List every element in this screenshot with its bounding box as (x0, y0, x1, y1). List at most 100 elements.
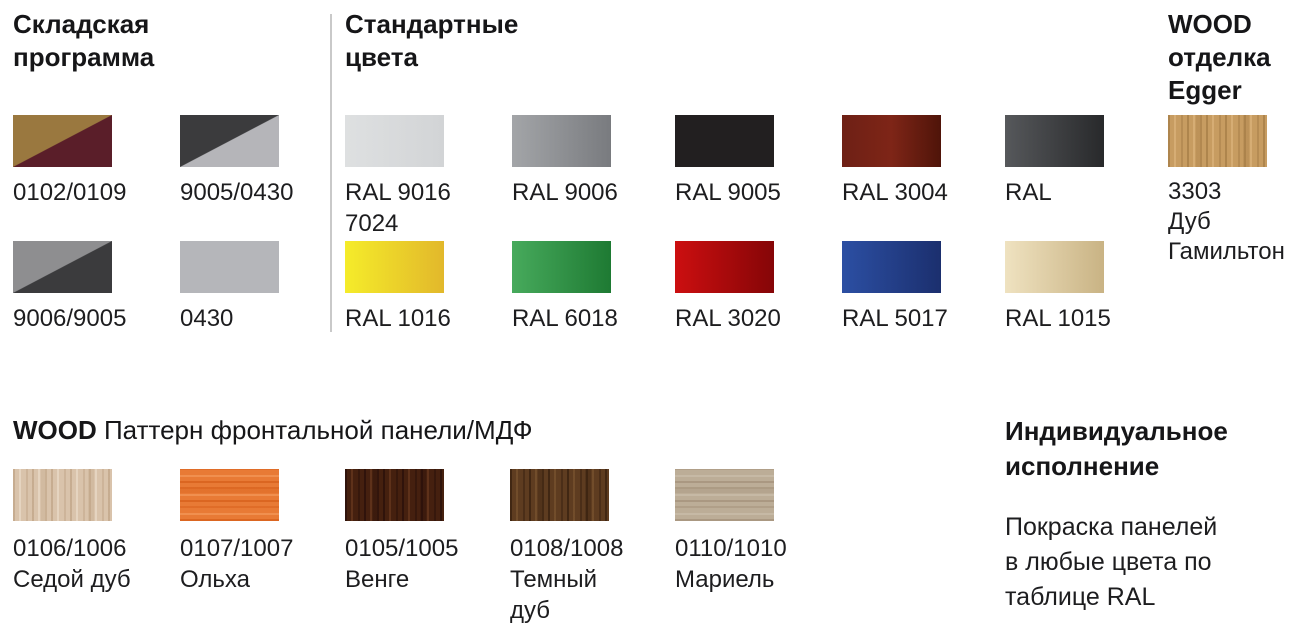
mdf-title-rest: Паттерн фронтальной панели/МДФ (96, 415, 533, 445)
swatch-label-0102-0109: 0102/0109 (13, 177, 126, 208)
label-line: RAL 1016 (345, 305, 451, 332)
individual-body-line2: в любые цвета по (1005, 548, 1212, 576)
swatch-ral-3004: RAL 3004 (842, 115, 948, 208)
swatch-label-0108-1008: 0108/1008 Темный дуб (510, 533, 623, 626)
swatch-ral: RAL (1005, 115, 1104, 208)
swatch-label-0106-1006: 0106/1006 Седой дуб (13, 533, 131, 595)
swatch-chip-ral-5017 (842, 241, 941, 293)
swatch-chip-0107-1007 (180, 469, 279, 521)
label-line: RAL 3004 (842, 179, 948, 206)
swatch-chip-ral-9006 (512, 115, 611, 167)
warehouse-title-line1: Складская (13, 9, 150, 39)
swatch-ral-3020: RAL 3020 (675, 241, 781, 334)
swatch-chip-0102-0109 (13, 115, 112, 167)
label-line: дуб (510, 597, 551, 624)
label-line: 0430 (180, 305, 234, 332)
egger-title-line2: отделка (1168, 42, 1271, 72)
label-line: RAL 9006 (512, 179, 618, 206)
label-line: 0108/1008 (510, 535, 624, 562)
swatch-chip-ral-1016 (345, 241, 444, 293)
swatch-label-ral-9016-7024: RAL 9016 7024 (345, 177, 451, 239)
swatch-ral-5017: RAL 5017 (842, 241, 948, 334)
swatch-ral-6018: RAL 6018 (512, 241, 618, 334)
label-line: 9006/9005 (13, 305, 127, 332)
swatch-0430: 0430 (180, 241, 279, 334)
swatch-0102-0109: 0102/0109 (13, 115, 126, 208)
label-line: RAL 1015 (1005, 305, 1111, 332)
swatch-9006-9005: 9006/9005 (13, 241, 126, 334)
label-line: 0107/1007 (180, 535, 294, 562)
swatch-label-egger-3303: 3303 Дуб Гамильтон (1168, 177, 1285, 267)
swatch-chip-0430 (180, 241, 279, 293)
individual-title-line2: исполнение (1005, 451, 1160, 481)
swatch-ral-1016: RAL 1016 (345, 241, 451, 334)
swatch-9005-0430: 9005/0430 (180, 115, 293, 208)
swatch-chip-ral-3020 (675, 241, 774, 293)
swatch-0105-1005: 0105/1005 Венге (345, 469, 458, 595)
swatch-label-0110-1010: 0110/1010 Мариель (675, 533, 787, 595)
label-line: Дуб (1168, 208, 1211, 235)
swatch-ral-1015: RAL 1015 (1005, 241, 1111, 334)
swatch-egger-3303: 3303 Дуб Гамильтон (1168, 115, 1285, 267)
swatch-chip-ral-6018 (512, 241, 611, 293)
label-line: Мариель (675, 566, 775, 593)
label-line: Венге (345, 566, 410, 593)
swatch-label-9005-0430: 9005/0430 (180, 177, 293, 208)
swatch-ral-9006: RAL 9006 (512, 115, 618, 208)
swatch-label-ral-9006: RAL 9006 (512, 177, 618, 208)
swatch-ral-9005: RAL 9005 (675, 115, 781, 208)
swatch-chip-0108-1008 (510, 469, 609, 521)
swatch-0106-1006: 0106/1006 Седой дуб (13, 469, 131, 595)
swatch-chip-ral-9016-7024 (345, 115, 444, 167)
label-line: 9005/0430 (180, 179, 294, 206)
standard-title-line2: цвета (345, 42, 418, 72)
mdf-section-title: WOOD Паттерн фронтальной панели/МДФ (13, 414, 533, 447)
swatch-chip-0110-1010 (675, 469, 774, 521)
swatch-label-ral-5017: RAL 5017 (842, 303, 948, 334)
swatch-label-0430: 0430 (180, 303, 279, 334)
swatch-label-ral-9005: RAL 9005 (675, 177, 781, 208)
warehouse-title-line2: программа (13, 42, 155, 72)
swatch-label-ral-1015: RAL 1015 (1005, 303, 1111, 334)
label-line: 0110/1010 (675, 535, 787, 562)
label-line: RAL (1005, 179, 1052, 206)
label-line: Седой дуб (13, 566, 131, 593)
swatch-chip-9005-0430 (180, 115, 279, 167)
individual-title-line1: Индивидуальное (1005, 416, 1228, 446)
label-line: RAL 3020 (675, 305, 781, 332)
swatch-label-9006-9005: 9006/9005 (13, 303, 126, 334)
label-line: RAL 9005 (675, 179, 781, 206)
egger-title-line3: Egger (1168, 75, 1242, 105)
swatch-label-ral-3020: RAL 3020 (675, 303, 781, 334)
swatch-0107-1007: 0107/1007 Ольха (180, 469, 293, 595)
swatch-chip-0106-1006 (13, 469, 112, 521)
swatch-label-ral: RAL (1005, 177, 1104, 208)
swatch-label-0105-1005: 0105/1005 Венге (345, 533, 458, 595)
standard-title-line1: Стандартные (345, 9, 519, 39)
swatch-label-0107-1007: 0107/1007 Ольха (180, 533, 293, 595)
swatch-0110-1010: 0110/1010 Мариель (675, 469, 787, 595)
swatch-label-ral-6018: RAL 6018 (512, 303, 618, 334)
label-line: 3303 (1168, 178, 1222, 205)
label-line: 7024 (345, 210, 399, 237)
swatch-label-ral-1016: RAL 1016 (345, 303, 451, 334)
label-line: Гамильтон (1168, 238, 1285, 265)
label-line: 0102/0109 (13, 179, 127, 206)
label-line: RAL 9016 (345, 179, 451, 206)
label-line: RAL 5017 (842, 305, 948, 332)
mdf-title-bold: WOOD (13, 415, 97, 445)
individual-section-title: Индивидуальное исполнение (1005, 414, 1228, 484)
vertical-divider (330, 14, 332, 332)
swatch-chip-0105-1005 (345, 469, 444, 521)
swatch-chip-ral (1005, 115, 1104, 167)
swatch-label-ral-3004: RAL 3004 (842, 177, 948, 208)
label-line: Темный (510, 566, 598, 593)
swatch-chip-ral-1015 (1005, 241, 1104, 293)
swatch-0108-1008: 0108/1008 Темный дуб (510, 469, 623, 626)
swatch-chip-egger-3303 (1168, 115, 1267, 167)
label-line: 0106/1006 (13, 535, 127, 562)
swatch-chip-ral-9005 (675, 115, 774, 167)
warehouse-section-title: Складская программа (13, 8, 154, 74)
label-line: RAL 6018 (512, 305, 618, 332)
